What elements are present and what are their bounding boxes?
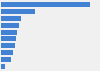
Bar xyxy=(1,50,13,55)
Bar xyxy=(1,64,5,69)
Bar xyxy=(1,23,19,28)
Bar xyxy=(1,2,90,7)
Bar xyxy=(1,57,12,62)
Bar xyxy=(1,43,15,48)
Bar xyxy=(1,16,21,21)
Bar xyxy=(1,36,16,41)
Bar xyxy=(1,30,17,35)
Bar xyxy=(1,9,35,14)
